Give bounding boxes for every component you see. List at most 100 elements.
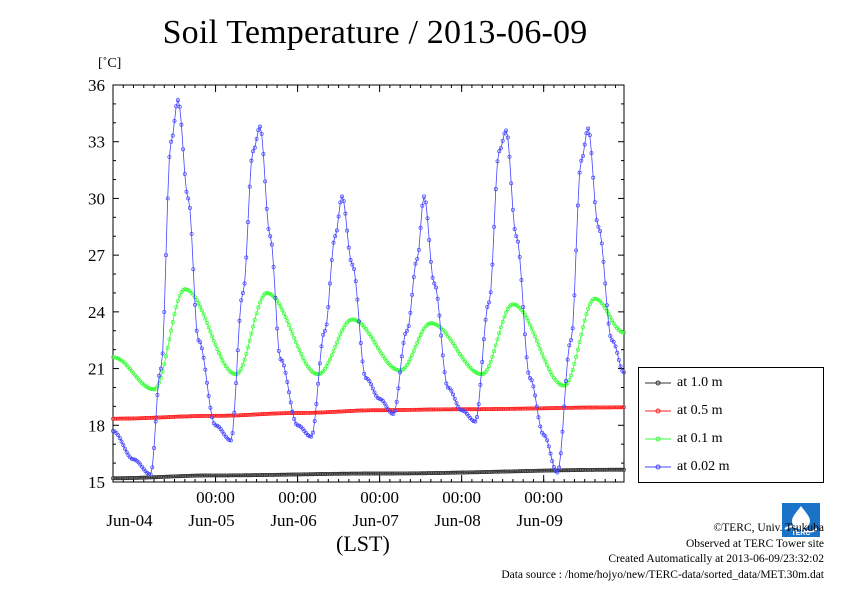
data-point-3: [608, 333, 613, 338]
data-point-3: [264, 206, 269, 211]
data-point-3: [121, 443, 126, 448]
data-point-2: [338, 332, 343, 337]
data-point-3: [476, 402, 481, 407]
data-point-3: [475, 415, 479, 419]
data-point-2: [545, 363, 550, 368]
data-point-3: [187, 205, 192, 210]
data-point-3: [529, 378, 534, 383]
data-point-2: [548, 370, 553, 375]
data-point-2: [510, 302, 515, 307]
data-point-3: [232, 410, 237, 415]
chart-title: Soil Temperature / 2013-06-09: [162, 14, 588, 51]
data-point-2: [240, 362, 245, 367]
data-point-3: [577, 170, 582, 175]
data-point-3: [162, 309, 167, 314]
data-point-2: [413, 344, 418, 349]
data-point-2: [167, 337, 172, 342]
data-point-3: [182, 171, 187, 176]
data-point-2: [208, 329, 213, 334]
data-point-2: [211, 338, 216, 343]
data-point-2: [541, 355, 546, 360]
data-point-3: [246, 220, 250, 225]
data-point-2: [377, 348, 382, 353]
data-point-2: [283, 315, 288, 320]
data-point-3: [495, 159, 500, 164]
data-point-3: [269, 242, 274, 247]
data-point-2: [292, 335, 297, 340]
data-point-3: [287, 390, 291, 395]
data-point-2: [157, 380, 162, 385]
data-point-2: [574, 355, 579, 359]
data-point-3: [396, 386, 401, 391]
data-point-3: [244, 255, 249, 260]
data-point-3: [435, 296, 440, 301]
legend-item-0.5m: at 0.5 m: [645, 401, 723, 421]
data-point-2: [488, 359, 493, 364]
data-point-2: [295, 344, 300, 349]
data-point-3: [399, 354, 404, 359]
data-point-3: [492, 224, 497, 229]
data-point-3: [548, 451, 553, 456]
data-point-2: [622, 330, 626, 335]
x-tick-label: 00:00: [524, 488, 563, 507]
data-point-2: [206, 325, 211, 330]
data-point-3: [517, 255, 522, 259]
data-point-3: [478, 382, 483, 387]
data-point-3: [213, 423, 218, 428]
y-tick-label: 21: [88, 360, 105, 379]
data-point-3: [314, 402, 319, 406]
data-point-2: [256, 305, 261, 310]
data-point-2: [297, 348, 302, 353]
data-point-3: [333, 234, 338, 239]
data-point-3: [502, 131, 507, 136]
data-point-2: [213, 342, 218, 347]
data-point-2: [164, 354, 168, 359]
data-point-3: [268, 234, 273, 239]
data-point-2: [290, 331, 295, 336]
data-point-2: [322, 367, 327, 371]
y-tick-label: 33: [88, 133, 105, 152]
data-point-3: [170, 133, 175, 138]
data-point-3: [324, 322, 329, 327]
data-point-3: [490, 262, 495, 267]
data-point-2: [326, 360, 331, 365]
data-point-3: [558, 451, 563, 456]
data-point-2: [328, 357, 332, 362]
data-point-2: [258, 300, 262, 305]
data-point-2: [372, 340, 377, 345]
data-point-3: [129, 456, 134, 461]
data-point-3: [345, 228, 350, 233]
data-point-3: [341, 199, 346, 204]
data-point-3: [317, 361, 322, 366]
data-point-3: [452, 396, 457, 401]
data-point-3: [263, 179, 268, 184]
data-point-3: [473, 419, 478, 424]
data-point-2: [203, 316, 208, 321]
data-point-3: [582, 142, 587, 147]
data-point-3: [416, 247, 421, 252]
data-point-3: [288, 400, 293, 405]
data-point-3: [235, 348, 240, 353]
data-point-3: [160, 351, 165, 356]
data-point-3: [546, 444, 551, 449]
data-point-2: [432, 321, 437, 326]
data-point-3: [164, 253, 168, 258]
data-point-3: [534, 404, 539, 409]
legend-swatch-0.5m: [645, 408, 671, 414]
data-point-3: [411, 274, 416, 279]
data-point-2: [280, 307, 285, 312]
data-point-3: [237, 318, 242, 323]
data-point-3: [179, 122, 184, 127]
data-point-3: [498, 146, 503, 151]
data-point-3: [398, 370, 403, 375]
data-point-3: [601, 259, 606, 264]
legend-label-0.1m: at 0.1 m: [677, 431, 723, 446]
data-point-3: [322, 328, 327, 333]
data-point-2: [502, 314, 507, 319]
data-point-2: [182, 287, 187, 292]
data-point-3: [242, 281, 247, 286]
data-point-2: [175, 298, 180, 303]
data-point-2: [264, 291, 269, 295]
data-point-3: [451, 392, 456, 397]
data-point-3: [189, 231, 194, 236]
